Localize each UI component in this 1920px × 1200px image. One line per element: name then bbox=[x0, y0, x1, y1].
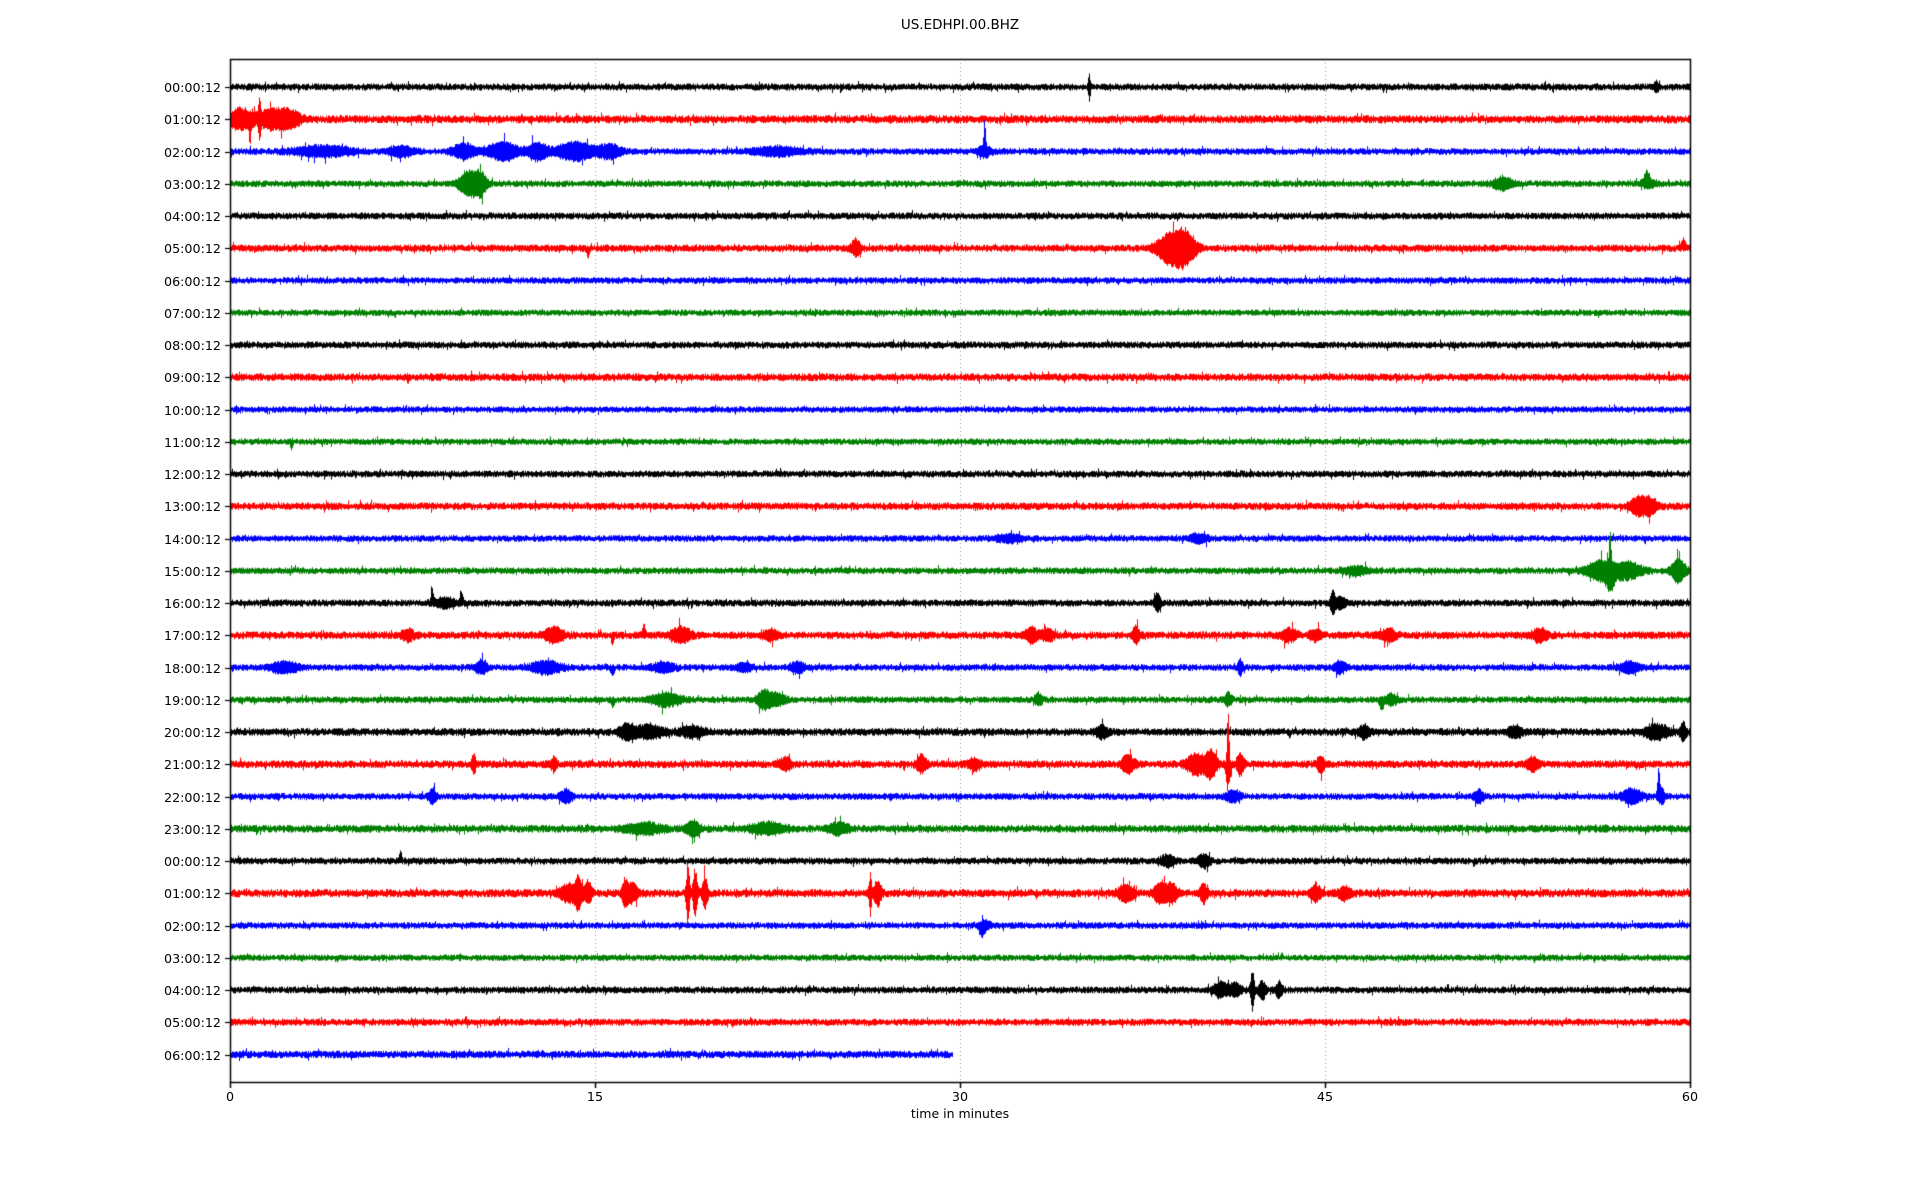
x-axis-label: time in minutes bbox=[910, 1106, 1010, 1121]
y-tick-label: 23:00:12 bbox=[164, 821, 221, 837]
x-tick-label: 60 bbox=[1681, 1089, 1699, 1104]
y-tick-label: 02:00:12 bbox=[164, 144, 221, 160]
y-tick-label: 16:00:12 bbox=[164, 595, 221, 611]
y-tick-label: 03:00:12 bbox=[164, 176, 221, 192]
y-tick-label: 07:00:12 bbox=[164, 305, 221, 321]
y-tick-label: 02:00:12 bbox=[164, 918, 221, 934]
y-tick-label: 15:00:12 bbox=[164, 563, 221, 579]
y-tick-label: 01:00:12 bbox=[164, 885, 221, 901]
x-tick-label: 45 bbox=[1316, 1089, 1334, 1104]
y-tick-label: 05:00:12 bbox=[164, 240, 221, 256]
y-tick-label: 04:00:12 bbox=[164, 982, 221, 998]
y-tick-label: 14:00:12 bbox=[164, 531, 221, 547]
y-tick-label: 18:00:12 bbox=[164, 660, 221, 676]
x-tick-label: 0 bbox=[225, 1089, 235, 1104]
y-tick-label: 09:00:12 bbox=[164, 369, 221, 385]
y-tick-label: 20:00:12 bbox=[164, 724, 221, 740]
y-tick-label: 00:00:12 bbox=[164, 79, 221, 95]
y-tick-label: 13:00:12 bbox=[164, 498, 221, 514]
y-tick-label: 22:00:12 bbox=[164, 789, 221, 805]
chart-title: US.EDHPI.00.BHZ bbox=[900, 17, 1020, 33]
y-tick-label: 21:00:12 bbox=[164, 756, 221, 772]
x-tick-label: 15 bbox=[586, 1089, 604, 1104]
y-tick-label: 04:00:12 bbox=[164, 208, 221, 224]
y-tick-label: 06:00:12 bbox=[164, 1047, 221, 1063]
y-tick-label: 11:00:12 bbox=[164, 434, 221, 450]
y-tick-label: 12:00:12 bbox=[164, 466, 221, 482]
y-tick-label: 05:00:12 bbox=[164, 1014, 221, 1030]
y-tick-label: 19:00:12 bbox=[164, 692, 221, 708]
y-tick-label: 01:00:12 bbox=[164, 111, 221, 127]
y-tick-label: 17:00:12 bbox=[164, 627, 221, 643]
y-tick-label: 10:00:12 bbox=[164, 402, 221, 418]
y-tick-label: 08:00:12 bbox=[164, 337, 221, 353]
y-tick-label: 00:00:12 bbox=[164, 853, 221, 869]
y-tick-label: 06:00:12 bbox=[164, 273, 221, 289]
y-tick-label: 03:00:12 bbox=[164, 950, 221, 966]
x-tick-label: 30 bbox=[951, 1089, 969, 1104]
